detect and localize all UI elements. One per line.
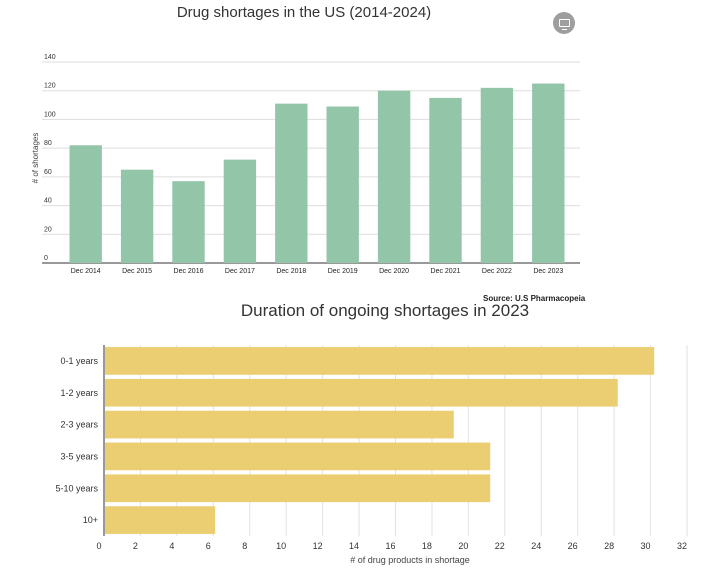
chart2-x-tick-label: 4 <box>169 541 174 551</box>
chart1-bar <box>69 145 102 263</box>
chart1-bars <box>69 83 565 264</box>
chart2-y-ticks: 0-1 years 1-2 years 2-3 years 3-5 years 5-10… <box>55 356 98 525</box>
chart1-x-tick-label: Dec 2016 <box>174 268 204 275</box>
chart1-title: Drug shortages in the US (2014-2024) <box>176 4 432 21</box>
chart1-y-tick-label: 60 <box>44 169 52 176</box>
chart2-y-tick-label: 5-10 years <box>55 483 98 493</box>
chart1-x-tick-label: Dec 2015 <box>122 268 152 275</box>
chart2-x-tick-label: 2 <box>133 541 138 551</box>
chart1-x-tick-label: Dec 2019 <box>328 268 358 275</box>
chart1-y-tick-label: 0 <box>44 255 48 262</box>
chart2-bar <box>105 474 491 503</box>
chart1-x-tick-label: Dec 2020 <box>379 268 409 275</box>
chart2-x-tick-label: 10 <box>276 541 286 551</box>
chart1-x-tick-label: Dec 2023 <box>533 268 563 275</box>
chart1-bar <box>480 87 514 263</box>
chart2-x-tick-label: 14 <box>349 541 359 551</box>
chart2-x-tick-label: 22 <box>495 541 505 551</box>
chart2-x-tick-label: 6 <box>206 541 211 551</box>
chart1-x-tick-label: Dec 2018 <box>276 268 306 275</box>
chart1-bar <box>532 83 565 264</box>
chart2-x-tick-label: 24 <box>531 541 541 551</box>
chart1-bar <box>275 103 308 263</box>
chart2-x-tick-label: 26 <box>568 541 578 551</box>
chart2-x-tick-label: 18 <box>422 541 432 551</box>
chart2-x-axis-label: # of drug products in shortage <box>350 555 470 565</box>
chart2-bar <box>105 410 454 439</box>
chart1-bar <box>120 169 154 263</box>
monitor-icon[interactable] <box>553 12 575 34</box>
chart1-y-tick-label: 20 <box>44 226 52 233</box>
chart2-x-ticks: 0 2 4 6 8 10 12 14 16 18 20 22 24 26 28 30 32 <box>96 541 687 551</box>
chart2-bars <box>105 347 655 534</box>
chart2-x-tick-label: 12 <box>313 541 323 551</box>
chart2-x-tick-label: 8 <box>242 541 247 551</box>
chart2-y-tick-label: 10+ <box>83 515 98 525</box>
chart2-bar <box>105 347 655 375</box>
chart1-bar <box>172 181 205 263</box>
chart1-x-tick-label: Dec 2021 <box>431 268 461 275</box>
chart2-x-tick-label: 30 <box>641 541 651 551</box>
chart2-gridlines <box>103 345 688 536</box>
chart2-title: Duration of ongoing shortages in 2023 <box>240 301 530 320</box>
chart2-bar <box>105 506 216 534</box>
chart1-y-tick-label: 80 <box>44 140 52 147</box>
chart1-y-tick-label: 40 <box>44 198 52 205</box>
chart2-y-tick-label: 1-2 years <box>60 388 98 398</box>
chart1-bar <box>377 90 411 263</box>
chart1-y-tick-label: 100 <box>44 111 56 118</box>
chart1-bar <box>326 106 359 263</box>
chart2-y-tick-label: 0-1 years <box>60 356 98 366</box>
chart2-bar <box>105 378 618 407</box>
chart1-bar <box>223 159 257 263</box>
chart2-x-tick-label: 0 <box>96 541 101 551</box>
chart2-y-tick-label: 2-3 years <box>60 420 98 430</box>
chart1-y-ticks: 0 20 40 60 80 100 120 140 <box>44 54 56 262</box>
chart2-x-tick-label: 16 <box>385 541 395 551</box>
chart1-y-axis-label: # of shortages <box>31 133 40 184</box>
chart1-bar <box>429 97 462 264</box>
chart1-source: Source: U.S Pharmacopeia <box>483 294 586 303</box>
chart2-x-tick-label: 28 <box>604 541 614 551</box>
chart1-x-ticks: Dec 2014 Dec 2015 Dec 2016 Dec 2017 Dec 2018… <box>71 268 564 275</box>
chart2-bar <box>105 442 491 471</box>
chart2-x-tick-label: 32 <box>677 541 687 551</box>
chart1-x-tick-label: Dec 2017 <box>225 268 255 275</box>
chart1-y-tick-label: 120 <box>44 83 56 90</box>
chart2-x-tick-label: 20 <box>458 541 468 551</box>
chart1-y-tick-label: 140 <box>44 54 56 61</box>
chart2-y-tick-label: 3-5 years <box>60 451 98 461</box>
chart1-x-tick-label: Dec 2014 <box>71 268 101 275</box>
chart1-x-tick-label: Dec 2022 <box>482 268 512 275</box>
